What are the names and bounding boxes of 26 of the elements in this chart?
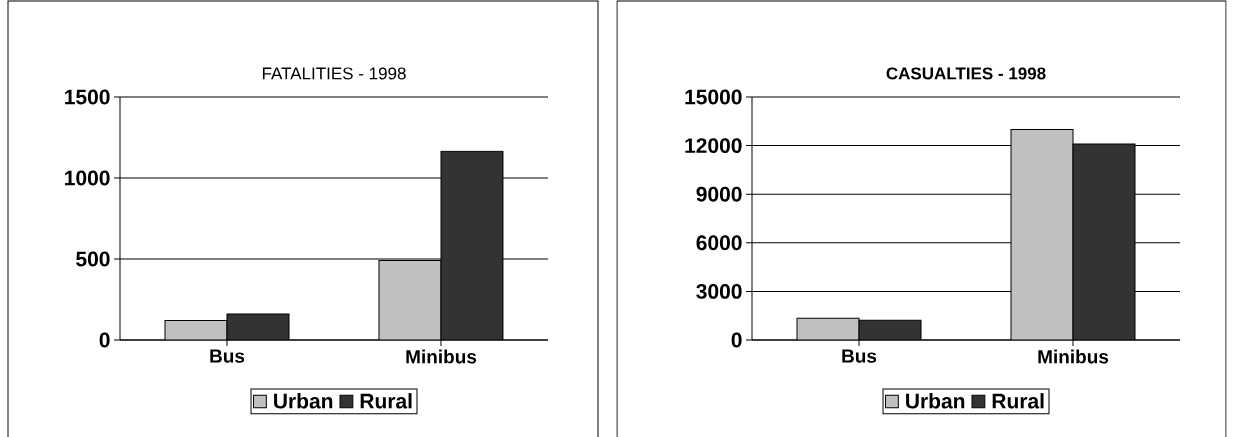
- chart-title: FATALITIES - 1998: [262, 67, 406, 80]
- bar: [226, 313, 290, 340]
- bar: [1072, 143, 1136, 340]
- legend-label: Urban: [274, 393, 333, 409]
- bar: [378, 260, 442, 340]
- y-tick-label: 9000: [696, 186, 742, 202]
- y-tick-label: 500: [76, 251, 110, 267]
- bar: [1010, 128, 1074, 340]
- x-tick-label: Bus: [842, 349, 877, 363]
- y-tick-label: 15000: [685, 89, 742, 105]
- bar: [440, 150, 504, 340]
- legend-label: Rural: [360, 393, 412, 409]
- legend-label: Rural: [992, 393, 1044, 409]
- chart-title: CASUALTIES - 1998: [886, 67, 1046, 80]
- y-tick-label: 1000: [65, 170, 110, 186]
- x-tick-label: Minibus: [1038, 349, 1109, 364]
- y-tick-label: 0: [99, 332, 110, 348]
- x-tick-label: Bus: [210, 349, 245, 363]
- legend-label: Urban: [906, 393, 965, 409]
- y-tick-label: 6000: [696, 235, 742, 251]
- x-tick-label: Minibus: [406, 349, 477, 364]
- y-tick-label: 12000: [685, 138, 742, 154]
- y-tick-label: 3000: [696, 283, 742, 299]
- y-tick-label: 1500: [65, 89, 110, 105]
- bar: [164, 320, 228, 340]
- y-tick-label: 0: [731, 332, 742, 348]
